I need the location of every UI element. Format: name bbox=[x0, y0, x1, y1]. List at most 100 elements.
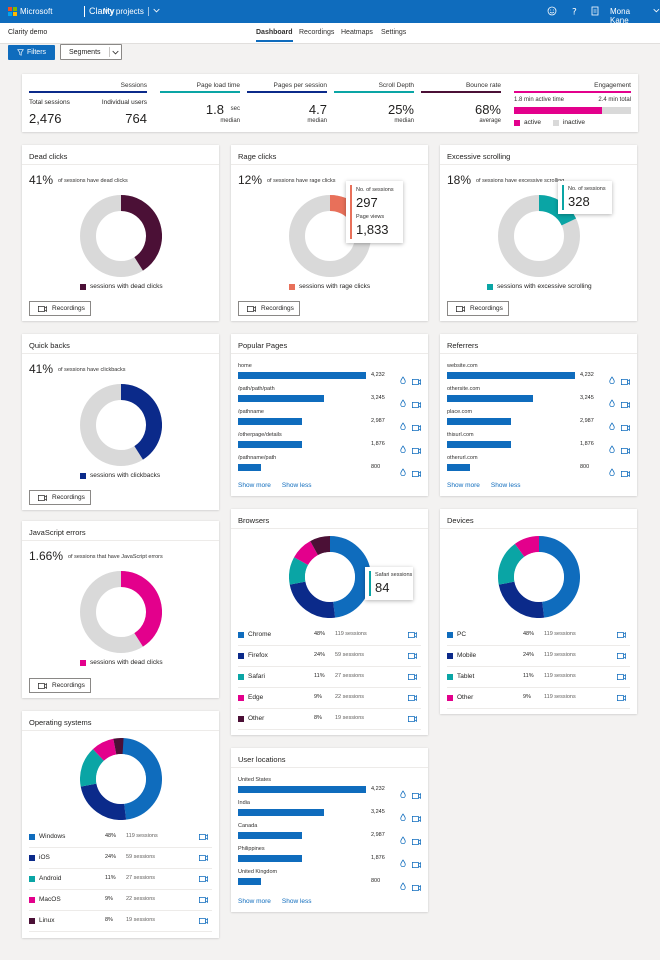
video-camera-icon[interactable] bbox=[199, 897, 208, 903]
heatmap-icon[interactable] bbox=[400, 813, 406, 822]
video-camera-icon[interactable] bbox=[621, 425, 630, 431]
bar-list-row[interactable]: India 3,245 bbox=[238, 800, 421, 822]
heatmap-icon[interactable] bbox=[609, 422, 615, 431]
segments-divider bbox=[109, 47, 110, 57]
segments-dropdown[interactable]: Segments bbox=[60, 44, 122, 60]
video-camera-icon[interactable] bbox=[199, 918, 208, 924]
bar-list-row[interactable]: Philippines 1,876 bbox=[238, 846, 421, 868]
distribution-row[interactable]: iOS 24% 59 sessions bbox=[29, 848, 212, 869]
bar-list-row[interactable]: thisurl.com 1,876 bbox=[447, 432, 630, 454]
tab-settings[interactable]: Settings bbox=[381, 29, 407, 36]
video-camera-icon[interactable] bbox=[199, 855, 208, 861]
heatmap-icon[interactable] bbox=[400, 859, 406, 868]
heatmap-icon[interactable] bbox=[609, 445, 615, 454]
tab-dashboard[interactable]: Dashboard bbox=[256, 29, 293, 42]
video-camera-icon[interactable] bbox=[408, 695, 417, 701]
video-camera-icon[interactable] bbox=[621, 448, 630, 454]
video-camera-icon[interactable] bbox=[412, 379, 421, 385]
video-camera-icon[interactable] bbox=[412, 402, 421, 408]
app-name[interactable]: Clarity bbox=[89, 6, 115, 16]
show-less-link[interactable]: Show less bbox=[490, 482, 521, 489]
bar-list-row[interactable]: othersite.com 3,245 bbox=[447, 386, 630, 408]
bar-list-row[interactable]: /pathname 2,987 bbox=[238, 409, 421, 431]
heatmap-icon[interactable] bbox=[609, 376, 615, 385]
heatmap-icon[interactable] bbox=[609, 468, 615, 477]
video-camera-icon[interactable] bbox=[412, 448, 421, 454]
distribution-row[interactable]: Chrome 48% 119 sessions bbox=[238, 625, 421, 646]
user-menu[interactable]: Mona Kane bbox=[610, 7, 660, 25]
show-less-link[interactable]: Show less bbox=[281, 482, 312, 489]
row-name: Android bbox=[39, 875, 62, 882]
recordings-button[interactable]: Recordings bbox=[29, 678, 91, 693]
video-camera-icon[interactable] bbox=[621, 471, 630, 477]
heatmap-icon[interactable] bbox=[400, 882, 406, 891]
distribution-row[interactable]: Firefox 24% 59 sessions bbox=[238, 646, 421, 667]
recordings-button[interactable]: Recordings bbox=[29, 301, 91, 316]
legend-label: sessions with dead clicks bbox=[90, 283, 163, 290]
bar-list-row[interactable]: /otherpage/details 1,876 bbox=[238, 432, 421, 454]
heatmap-icon[interactable] bbox=[400, 445, 406, 454]
document-icon[interactable] bbox=[590, 6, 600, 16]
video-camera-icon[interactable] bbox=[617, 674, 626, 680]
filters-button[interactable]: Filters bbox=[8, 45, 55, 60]
show-less-link[interactable]: Show less bbox=[281, 898, 312, 905]
bar-list-row[interactable]: United States 4,232 bbox=[238, 777, 421, 799]
distribution-row[interactable]: Other 8% 19 sessions bbox=[238, 709, 421, 730]
video-camera-icon[interactable] bbox=[412, 839, 421, 845]
distribution-row[interactable]: Safari 11% 27 sessions bbox=[238, 667, 421, 688]
distribution-row[interactable]: MacOS 9% 22 sessions bbox=[29, 890, 212, 911]
video-camera-icon[interactable] bbox=[412, 471, 421, 477]
bar-list-row[interactable]: otherurl.com 800 bbox=[447, 455, 630, 477]
bar-list-row[interactable]: place.com 2,987 bbox=[447, 409, 630, 431]
distribution-row[interactable]: Mobile 24% 119 sessions bbox=[447, 646, 630, 667]
distribution-row[interactable]: Android 11% 27 sessions bbox=[29, 869, 212, 890]
distribution-row[interactable]: Linux 8% 19 sessions bbox=[29, 911, 212, 932]
video-camera-icon[interactable] bbox=[408, 716, 417, 722]
smiley-feedback-icon[interactable] bbox=[547, 6, 557, 16]
heatmap-icon[interactable] bbox=[400, 399, 406, 408]
tab-recordings[interactable]: Recordings bbox=[299, 29, 335, 36]
video-camera-icon[interactable] bbox=[408, 674, 417, 680]
show-more-link[interactable]: Show more bbox=[447, 482, 480, 489]
bar-list-row[interactable]: /pathname/path 800 bbox=[238, 455, 421, 477]
recordings-button[interactable]: Recordings bbox=[447, 301, 509, 316]
distribution-row[interactable]: Windows 48% 119 sessions bbox=[29, 827, 212, 848]
projects-dropdown[interactable]: My projects bbox=[103, 7, 160, 16]
heatmap-icon[interactable] bbox=[400, 376, 406, 385]
tab-heatmaps[interactable]: Heatmaps bbox=[341, 29, 373, 36]
heatmap-icon[interactable] bbox=[400, 468, 406, 477]
video-camera-icon[interactable] bbox=[199, 834, 208, 840]
distribution-row[interactable]: Edge 9% 22 sessions bbox=[238, 688, 421, 709]
recordings-button[interactable]: Recordings bbox=[29, 490, 91, 505]
help-icon[interactable]: ? bbox=[569, 6, 579, 17]
video-camera-icon[interactable] bbox=[199, 876, 208, 882]
video-camera-icon[interactable] bbox=[621, 379, 630, 385]
bar-list-row[interactable]: United Kingdom 800 bbox=[238, 869, 421, 891]
distribution-row[interactable]: PC 48% 119 sessions bbox=[447, 625, 630, 646]
bar-list-row[interactable]: Canada 2,987 bbox=[238, 823, 421, 845]
bar-list-row[interactable]: website.com 4,232 bbox=[447, 363, 630, 385]
video-camera-icon[interactable] bbox=[412, 885, 421, 891]
video-camera-icon[interactable] bbox=[412, 425, 421, 431]
bar-list-row[interactable]: /path/path/path 3,245 bbox=[238, 386, 421, 408]
video-camera-icon[interactable] bbox=[412, 816, 421, 822]
video-camera-icon[interactable] bbox=[412, 793, 421, 799]
recordings-button[interactable]: Recordings bbox=[238, 301, 300, 316]
video-camera-icon[interactable] bbox=[408, 653, 417, 659]
heatmap-icon[interactable] bbox=[400, 790, 406, 799]
video-camera-icon[interactable] bbox=[408, 632, 417, 638]
heatmap-icon[interactable] bbox=[400, 422, 406, 431]
show-more-link[interactable]: Show more bbox=[238, 898, 271, 905]
distribution-row[interactable]: Tablet 11% 119 sessions bbox=[447, 667, 630, 688]
row-swatch bbox=[29, 834, 35, 840]
heatmap-icon[interactable] bbox=[609, 399, 615, 408]
distribution-row[interactable]: Other 9% 119 sessions bbox=[447, 688, 630, 709]
video-camera-icon[interactable] bbox=[617, 653, 626, 659]
heatmap-icon[interactable] bbox=[400, 836, 406, 845]
video-camera-icon[interactable] bbox=[621, 402, 630, 408]
video-camera-icon[interactable] bbox=[617, 632, 626, 638]
show-more-link[interactable]: Show more bbox=[238, 482, 271, 489]
video-camera-icon[interactable] bbox=[412, 862, 421, 868]
video-camera-icon[interactable] bbox=[617, 695, 626, 701]
bar-list-row[interactable]: home 4,232 bbox=[238, 363, 421, 385]
